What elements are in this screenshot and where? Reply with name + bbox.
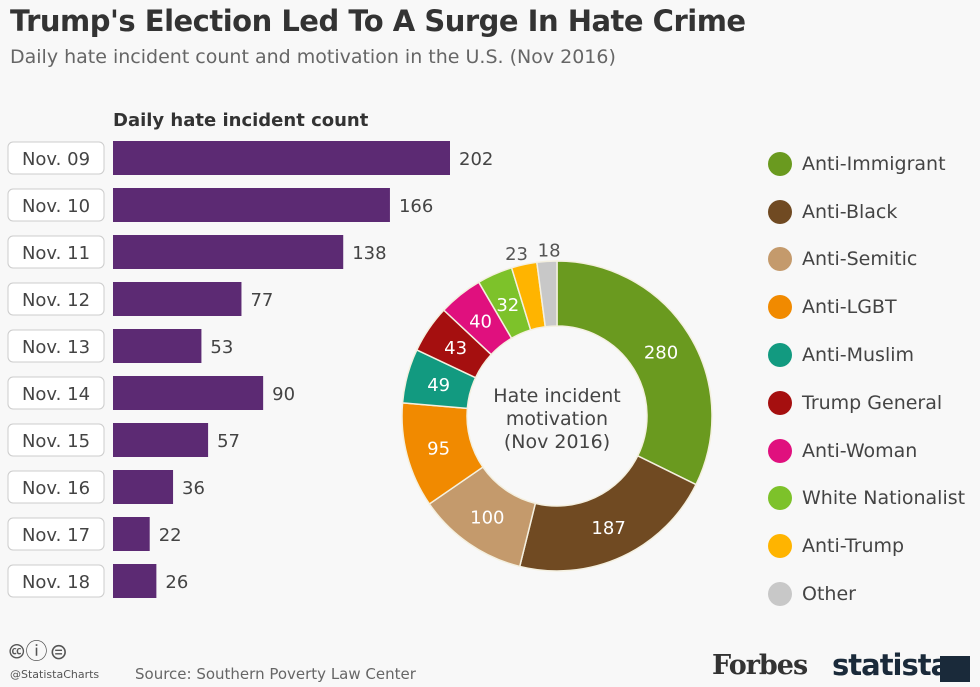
- category-label: Nov. 13: [22, 337, 90, 358]
- bar: [113, 282, 242, 316]
- bar: [113, 188, 390, 222]
- source-note: Source: Southern Poverty Law Center: [135, 665, 416, 683]
- slice-value-label: 43: [444, 338, 467, 359]
- legend-swatch: [768, 343, 792, 368]
- category-label: Nov. 18: [22, 572, 90, 593]
- legend-label: Anti-Immigrant: [802, 152, 946, 175]
- bar: [113, 470, 174, 504]
- legend-swatch: [768, 247, 792, 272]
- category-label-box: [7, 141, 105, 175]
- legend-label: Trump General: [802, 391, 943, 414]
- bar-value-label: 53: [210, 337, 233, 358]
- slice-value-label: 280: [644, 342, 678, 363]
- category-label: Nov. 17: [22, 525, 90, 546]
- category-label: Nov. 16: [22, 478, 90, 499]
- bar-value-label: 138: [352, 243, 386, 264]
- legend: Anti-Immigrant Anti-Black Anti-Semitic Anti…: [768, 140, 965, 618]
- bar-value-label: 22: [159, 525, 182, 546]
- bar: [113, 235, 344, 269]
- category-label: Nov. 12: [22, 290, 90, 311]
- bar-value-label: 26: [165, 572, 188, 593]
- legend-item: Trump General: [768, 379, 965, 427]
- category-label-box: [7, 517, 105, 551]
- legend-swatch: [768, 295, 792, 320]
- slice-value-label: 23: [505, 244, 528, 265]
- legend-label: Anti-Semitic: [802, 248, 918, 271]
- bar-value-label: 36: [182, 478, 205, 499]
- cc-license-icon: 🅭ⓘ⊜: [10, 640, 70, 665]
- legend-item: Anti-LGBT: [768, 283, 965, 331]
- legend-swatch: [768, 486, 792, 511]
- legend-item: Anti-Immigrant: [768, 140, 965, 188]
- bar-chart-title: Daily hate incident count: [113, 110, 369, 131]
- donut-center-label: (Nov 2016): [504, 431, 610, 453]
- slice-value-label: 95: [427, 438, 450, 459]
- donut-center-label: motivation: [506, 408, 608, 430]
- legend-item: White Nationalist: [768, 475, 965, 523]
- bar: [113, 517, 150, 551]
- category-label: Nov. 10: [22, 196, 90, 217]
- category-label: Nov. 09: [22, 149, 90, 170]
- legend-swatch: [768, 151, 792, 176]
- bar-value-label: 57: [217, 431, 240, 452]
- slice-value-label: 100: [470, 508, 504, 529]
- legend-swatch: [768, 390, 792, 415]
- slice-value-label: 32: [496, 295, 519, 316]
- legend-swatch: [768, 438, 792, 463]
- bar-value-label: 202: [459, 149, 493, 170]
- bar-value-label: 90: [272, 384, 295, 405]
- bar: [113, 329, 202, 363]
- legend-label: Other: [802, 583, 856, 606]
- statista-logo: statista: [832, 648, 950, 682]
- bar: [113, 376, 264, 410]
- legend-swatch: [768, 582, 792, 607]
- bar: [113, 564, 157, 598]
- legend-swatch: [768, 534, 792, 559]
- legend-item: Anti-Woman: [768, 427, 965, 475]
- donut-slice: [518, 454, 698, 572]
- statista-logo-icon: [940, 656, 970, 682]
- category-label: Nov. 15: [22, 431, 90, 452]
- slice-value-label: 40: [469, 311, 492, 332]
- category-label-box: [7, 329, 105, 363]
- legend-label: Anti-Trump: [802, 535, 905, 558]
- donut-slice: [535, 260, 558, 328]
- legend-label: Anti-Woman: [802, 439, 918, 462]
- donut-center-label: Hate incident: [493, 385, 620, 407]
- category-label-box: [7, 188, 105, 222]
- category-label-box: [7, 235, 105, 269]
- legend-label: White Nationalist: [802, 487, 966, 510]
- chart-subtitle: Daily hate incident count and motivation…: [10, 46, 616, 68]
- donut-slice: [556, 260, 713, 486]
- bar: [113, 423, 209, 457]
- category-label-box: [7, 423, 105, 457]
- chart-title: Trump's Election Led To A Surge In Hate …: [10, 4, 746, 38]
- legend-label: Anti-LGBT: [802, 296, 897, 319]
- statista-handle: @StatistaCharts: [10, 668, 100, 681]
- legend-item: Anti-Semitic: [768, 236, 965, 284]
- category-label-box: [7, 282, 105, 316]
- category-label-box: [7, 376, 105, 410]
- category-label: Nov. 14: [22, 384, 90, 405]
- category-label: Nov. 11: [22, 243, 90, 264]
- legend-item: Other: [768, 570, 965, 618]
- legend-label: Anti-Muslim: [802, 344, 915, 367]
- legend-item: Anti-Black: [768, 188, 965, 236]
- bar: [113, 141, 450, 175]
- slice-value-label: 18: [538, 240, 561, 261]
- bar-value-label: 166: [399, 196, 433, 217]
- legend-swatch: [768, 199, 792, 224]
- slice-value-label: 49: [427, 375, 450, 396]
- legend-item: Anti-Muslim: [768, 331, 965, 379]
- bar-value-label: 77: [250, 290, 273, 311]
- forbes-logo: Forbes: [712, 650, 808, 681]
- category-label-box: [7, 564, 105, 598]
- legend-item: Anti-Trump: [768, 522, 965, 570]
- category-label-box: [7, 470, 105, 504]
- legend-label: Anti-Black: [802, 200, 898, 223]
- slice-value-label: 187: [591, 518, 625, 539]
